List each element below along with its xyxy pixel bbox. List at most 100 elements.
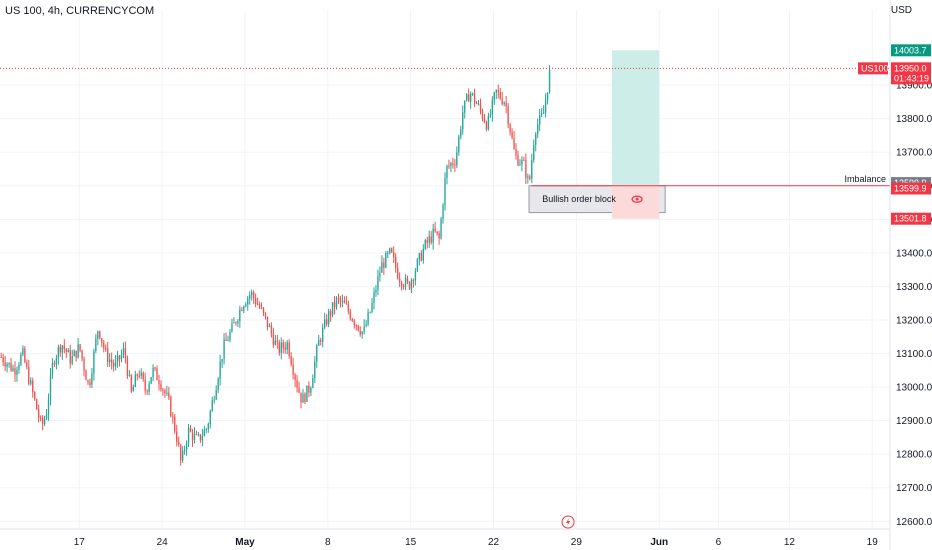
candle-body (408, 282, 411, 289)
candle-body (381, 262, 383, 273)
candle-body (235, 322, 237, 324)
candle (185, 440, 188, 456)
candle-body (448, 165, 450, 167)
candle-body (6, 364, 8, 367)
candle (162, 387, 164, 396)
candle (97, 330, 99, 346)
candle-body (485, 122, 488, 130)
candle-body (466, 94, 468, 101)
candle-body (300, 392, 302, 403)
candle-body (434, 228, 436, 232)
candle-body (207, 424, 209, 429)
y-tick-label: 13300.0 (896, 282, 932, 293)
candle-body (205, 428, 208, 430)
candle-body (531, 160, 533, 179)
candle (416, 257, 419, 273)
candle (203, 425, 206, 437)
candle (460, 125, 462, 140)
candle-body (389, 248, 391, 253)
candle-body (179, 444, 182, 461)
candle-body (304, 393, 306, 402)
candle (91, 367, 93, 389)
candle (467, 88, 470, 102)
candle-body (95, 338, 97, 352)
candle-body (325, 319, 328, 325)
candle (4, 355, 6, 371)
candle-body (252, 292, 255, 299)
x-tick-label: 17 (74, 537, 86, 548)
candle-body (24, 348, 26, 363)
candle (385, 251, 387, 269)
candle-body (464, 100, 466, 113)
candle (402, 283, 405, 290)
candle (134, 370, 137, 388)
candle-body (254, 298, 257, 305)
candle-body (527, 176, 529, 178)
candle (302, 388, 304, 403)
lightning-icon-bolt (566, 518, 571, 526)
candle-body (278, 341, 280, 353)
candle (379, 266, 381, 282)
candle (393, 246, 395, 264)
candle-body (339, 298, 342, 302)
candle-body (223, 339, 225, 359)
candle (438, 230, 440, 245)
candle-body (73, 350, 75, 357)
candle-body (258, 304, 261, 308)
y-tick-label: 12900.0 (896, 416, 932, 427)
candle-body (91, 373, 93, 385)
symbol-tag-bg (858, 62, 888, 75)
candle (18, 361, 20, 374)
x-tick-label: 29 (571, 537, 583, 548)
candle-body (99, 331, 101, 339)
candle (154, 366, 156, 372)
candle-body (229, 331, 231, 341)
candle (24, 346, 26, 364)
candle (243, 305, 245, 314)
candle-body (387, 252, 389, 254)
candle-body (245, 304, 247, 307)
candle (101, 338, 103, 348)
candle (323, 312, 326, 330)
candle (112, 359, 115, 372)
candle-body (16, 369, 18, 375)
candle-body (187, 427, 190, 444)
candle (538, 108, 541, 132)
candle (515, 143, 517, 160)
candle (282, 339, 284, 354)
candle-body (369, 311, 371, 313)
x-tick-label: May (235, 537, 255, 548)
candle (430, 231, 432, 245)
candle (2, 353, 4, 367)
candle (272, 327, 275, 349)
last-price-tag: 13950.001:43:19 (891, 62, 931, 85)
candle (396, 262, 399, 280)
candle-body (335, 297, 338, 308)
candle-body (393, 252, 395, 258)
candle-body (67, 350, 69, 353)
y-tick-label: 12700.0 (896, 483, 932, 494)
candle (16, 366, 18, 382)
candle-body (367, 312, 369, 325)
candle (85, 369, 87, 381)
candle (428, 230, 430, 248)
candle-body (306, 385, 308, 402)
entry-price-tag: 13599.9 (891, 182, 931, 195)
candle (298, 381, 300, 394)
candle (444, 172, 446, 211)
candle (343, 296, 346, 304)
candle-body (34, 392, 36, 400)
candle (227, 335, 229, 342)
candle-body (361, 331, 363, 335)
candle-body (385, 253, 387, 268)
candle-body (69, 350, 71, 364)
candle (172, 412, 174, 424)
candle (110, 352, 113, 370)
candle (479, 98, 482, 115)
candle (239, 305, 241, 328)
candle-body (18, 364, 20, 370)
candle (355, 324, 357, 331)
candle-body (284, 347, 286, 350)
stop-price-tag: 13501.8 (891, 212, 931, 225)
